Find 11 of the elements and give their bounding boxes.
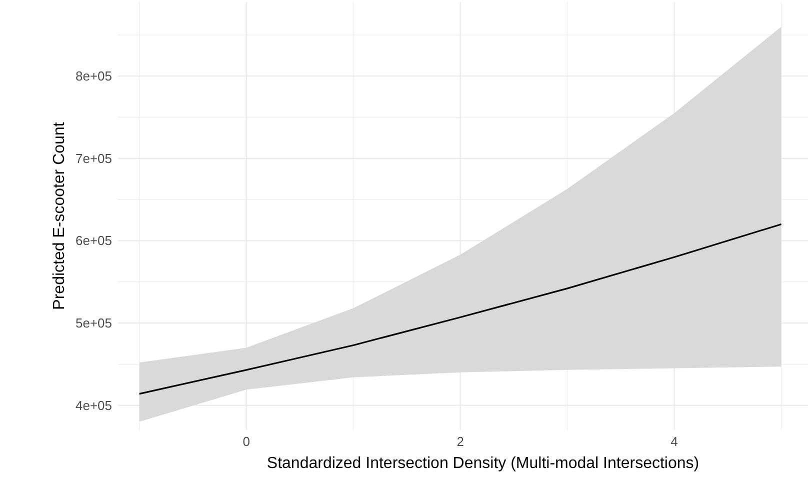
y-tick-label: 7e+05	[75, 150, 112, 166]
y-tick-label: 6e+05	[75, 233, 112, 248]
x-tick-label: 4	[670, 434, 678, 449]
y-axis-title: Predicted E-scooter Count	[51, 122, 68, 310]
x-tick-label: 2	[456, 434, 464, 449]
y-tick-label: 8e+05	[75, 68, 112, 84]
x-tick-label: 0	[242, 434, 250, 449]
line-series	[138, 223, 782, 395]
y-tick-label: 4e+05	[75, 398, 112, 413]
x-axis-title: Standardized Intersection Density (Multi-modal Intersections)	[266, 455, 700, 472]
y-tick-label: 5e+05	[75, 316, 112, 331]
